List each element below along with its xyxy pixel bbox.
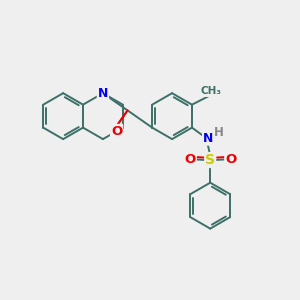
Text: N: N xyxy=(203,132,213,145)
Text: S: S xyxy=(205,153,215,167)
Text: O: O xyxy=(184,153,196,166)
Text: N: N xyxy=(98,87,108,100)
Text: CH₃: CH₃ xyxy=(200,86,221,96)
Text: H: H xyxy=(214,126,224,139)
Text: O: O xyxy=(111,125,122,138)
Text: O: O xyxy=(225,153,236,166)
